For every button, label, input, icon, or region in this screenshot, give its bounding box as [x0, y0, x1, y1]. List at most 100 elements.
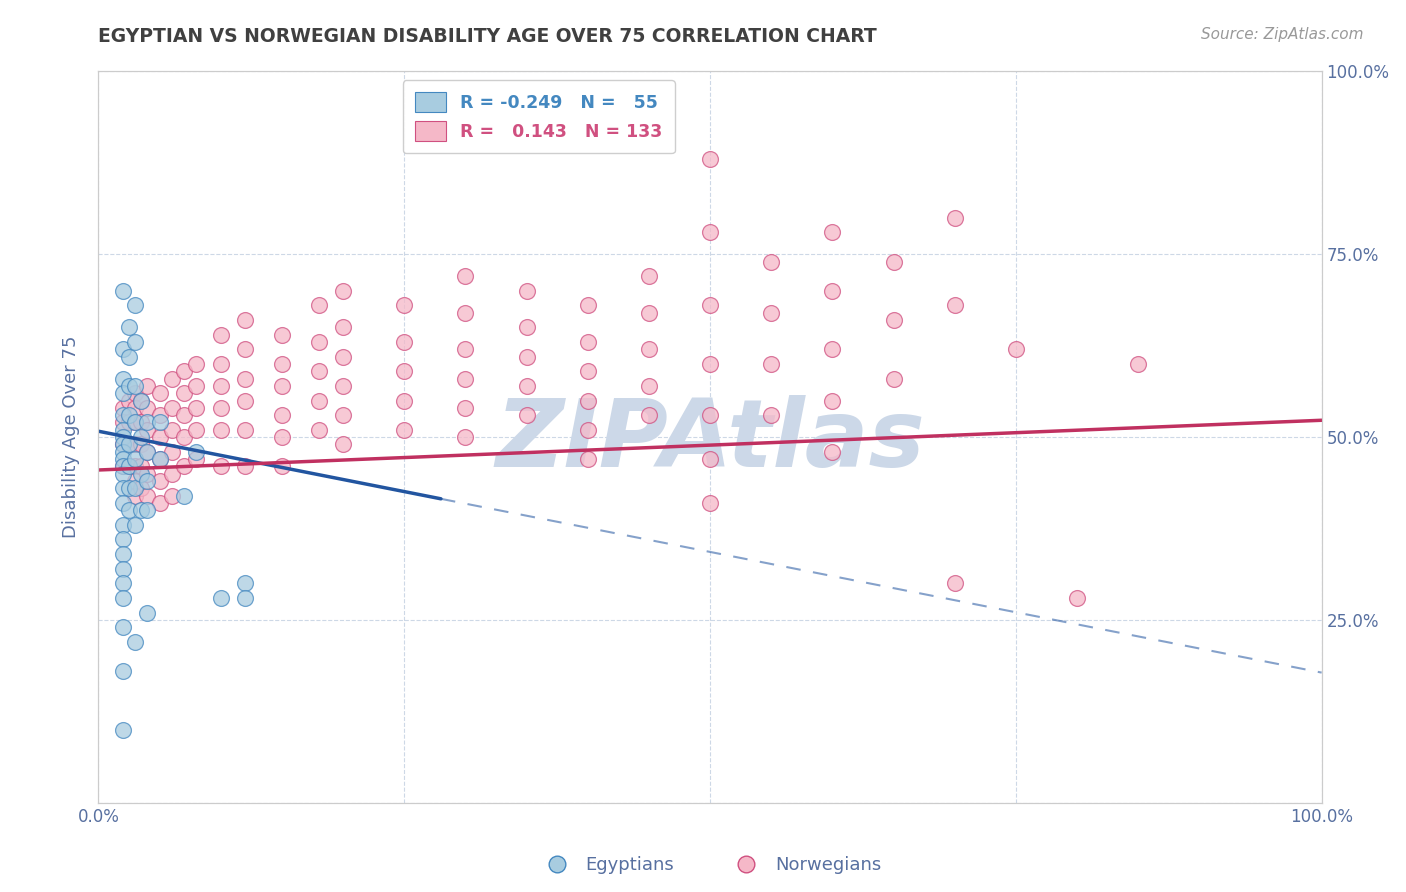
Point [124, 474, 146, 488]
Point [173, 408, 195, 422]
Point [124, 298, 146, 312]
Point [124, 416, 146, 430]
Point [186, 357, 208, 371]
Point [136, 467, 159, 481]
Point [111, 496, 134, 510]
Point [454, 269, 477, 284]
Point [699, 452, 721, 467]
Point [454, 430, 477, 444]
Y-axis label: Disability Age Over 75: Disability Age Over 75 [62, 335, 80, 539]
Point [1004, 343, 1026, 357]
Point [136, 379, 159, 393]
Point [124, 334, 146, 349]
Point [160, 444, 183, 458]
Point [129, 459, 152, 474]
Point [111, 371, 134, 385]
Point [233, 343, 256, 357]
Point [111, 723, 134, 737]
Point [821, 225, 844, 239]
Point [129, 467, 152, 481]
Point [821, 444, 844, 458]
Point [638, 343, 661, 357]
Point [118, 393, 141, 408]
Point [129, 393, 152, 408]
Point [111, 437, 134, 451]
Point [233, 393, 256, 408]
Point [943, 298, 966, 312]
Point [160, 467, 183, 481]
Point [111, 576, 134, 591]
Point [1128, 357, 1150, 371]
Point [118, 459, 141, 474]
Point [699, 408, 721, 422]
Point [173, 386, 195, 401]
Point [111, 547, 134, 561]
Point [515, 284, 537, 298]
Point [308, 334, 330, 349]
Point [638, 306, 661, 320]
Point [392, 298, 416, 312]
Text: ZIPAtlas: ZIPAtlas [495, 395, 925, 487]
Point [136, 401, 159, 415]
Point [111, 591, 134, 605]
Point [136, 503, 159, 517]
Point [515, 379, 537, 393]
Point [111, 459, 134, 474]
Point [118, 481, 141, 495]
Point [186, 444, 208, 458]
Point [124, 481, 146, 495]
Point [209, 357, 232, 371]
Point [883, 254, 905, 268]
Point [638, 408, 661, 422]
Point [111, 401, 134, 415]
Point [149, 430, 172, 444]
Point [118, 320, 141, 334]
Point [270, 430, 294, 444]
Point [136, 444, 159, 458]
Point [1066, 591, 1088, 605]
Point [173, 459, 195, 474]
Point [111, 444, 134, 458]
Point [699, 152, 721, 166]
Point [124, 517, 146, 532]
Point [111, 408, 134, 422]
Point [111, 284, 134, 298]
Point [118, 503, 141, 517]
Point [308, 423, 330, 437]
Point [160, 489, 183, 503]
Point [332, 284, 354, 298]
Point [160, 371, 183, 385]
Point [308, 393, 330, 408]
Point [576, 452, 599, 467]
Point [129, 430, 152, 444]
Point [209, 379, 232, 393]
Point [699, 225, 721, 239]
Point [111, 562, 134, 576]
Point [136, 423, 159, 437]
Point [186, 423, 208, 437]
Point [576, 423, 599, 437]
Legend: Egyptians, Norwegians: Egyptians, Norwegians [531, 849, 889, 881]
Point [186, 401, 208, 415]
Point [761, 357, 783, 371]
Point [821, 343, 844, 357]
Point [515, 408, 537, 422]
Point [136, 444, 159, 458]
Point [576, 393, 599, 408]
Point [392, 364, 416, 378]
Point [111, 423, 134, 437]
Point [332, 350, 354, 364]
Point [111, 343, 134, 357]
Point [270, 459, 294, 474]
Point [124, 635, 146, 649]
Point [173, 430, 195, 444]
Point [129, 481, 152, 495]
Point [111, 664, 134, 678]
Point [209, 591, 232, 605]
Point [111, 481, 134, 495]
Point [233, 371, 256, 385]
Point [233, 313, 256, 327]
Point [392, 423, 416, 437]
Point [129, 416, 152, 430]
Point [129, 437, 152, 451]
